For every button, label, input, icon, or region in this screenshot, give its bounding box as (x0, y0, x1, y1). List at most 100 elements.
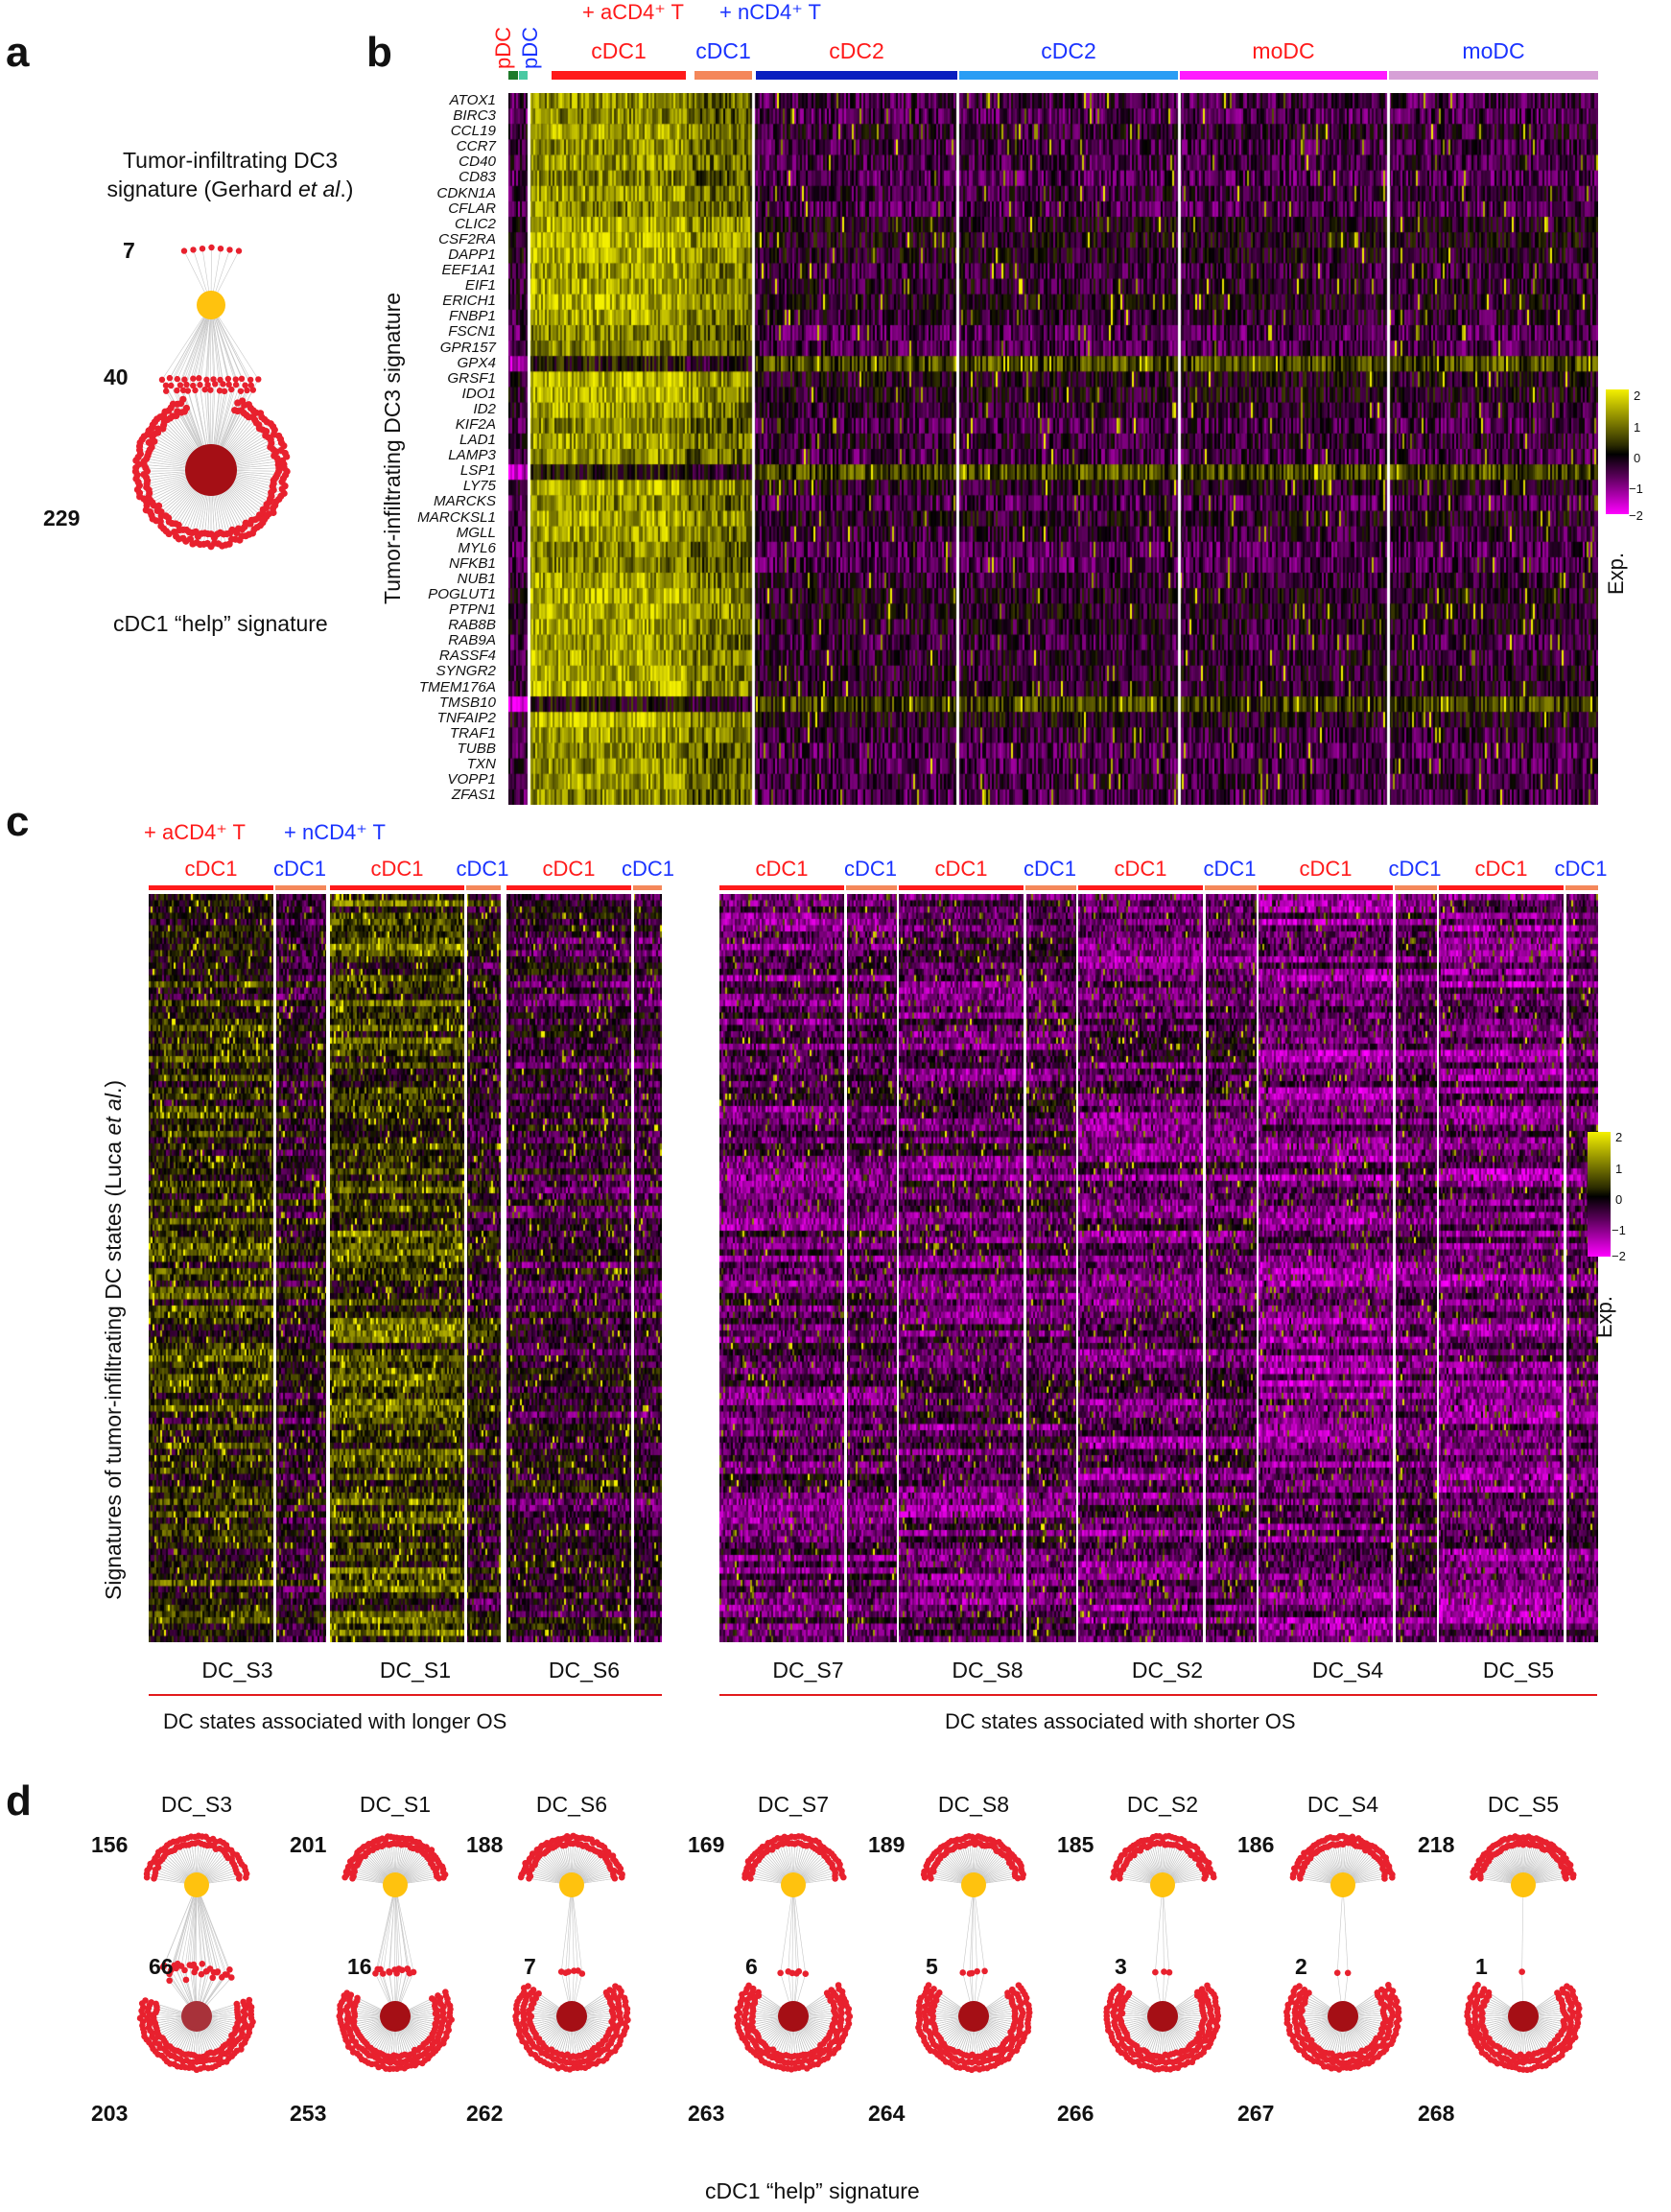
network-node (578, 1970, 586, 1977)
gene-label: FSCN1 (448, 323, 496, 341)
panel-c-state-label: DC_S2 (1131, 1658, 1204, 1683)
dc-signature-hub (559, 1872, 584, 1897)
panel-c-colorbar-tick: 0 (1615, 1192, 1623, 1207)
panel-b-cluster-bar (1180, 71, 1387, 80)
network-node (1116, 1983, 1122, 1989)
network-node (154, 425, 162, 433)
panel-c-y-axis-label: Signatures of tumor-infiltrating DC stat… (101, 1079, 126, 1600)
panel-c-state-label: DC_S5 (1482, 1658, 1555, 1683)
network-node (171, 529, 178, 536)
panel-c-ncd4-label: cDC1 (1388, 857, 1442, 881)
network-edge (171, 304, 212, 387)
network-node (343, 1989, 350, 1996)
panel-c-acd4-label: cDC1 (1114, 857, 1167, 881)
network-node (802, 1970, 810, 1977)
panel-c-colorbar (1588, 1132, 1611, 1257)
gene-label: TXN (466, 756, 496, 773)
network-node (247, 382, 254, 388)
network-node (142, 1997, 149, 2004)
panel-c-acd4-bar (506, 885, 631, 890)
network-node (145, 438, 153, 446)
heatmap-separator (1203, 894, 1206, 1642)
gene-label: BIRC3 (453, 107, 496, 125)
panel-c-acd4-label: cDC1 (755, 857, 809, 881)
network-node (184, 388, 192, 394)
network-node (181, 1966, 188, 1974)
panel-b-cluster-label: cDC1 (591, 38, 647, 63)
panel-d-count-bottom: 263 (688, 2101, 725, 2126)
gene-label: CD40 (459, 153, 496, 171)
network-node (212, 381, 219, 388)
help-signature-hub (958, 2001, 989, 2032)
network-edge (377, 1884, 396, 1970)
network-node (201, 386, 208, 393)
panel-d-count-bottom: 253 (290, 2101, 327, 2126)
network-node (190, 382, 197, 389)
network-node (354, 1994, 361, 2002)
network-node (179, 387, 187, 394)
network-node (168, 382, 175, 389)
panel-c-ncd4-label: cDC1 (1554, 857, 1608, 881)
network-node (216, 388, 224, 394)
heatmap-separator (464, 894, 467, 1642)
panel-c-ncd4-bar (466, 885, 501, 890)
panel-a-title-line2: signature (Gerhard et al.) (106, 176, 354, 201)
network-node (166, 374, 174, 382)
network-node (1344, 1969, 1352, 1977)
network-node (535, 1989, 542, 1997)
network-node (930, 1986, 937, 1992)
network-node (1019, 1874, 1026, 1881)
dc-signature-hub (781, 1872, 806, 1897)
network-node (203, 376, 210, 384)
panel-c-state-label: DC_S4 (1311, 1658, 1384, 1683)
network-node (224, 1971, 230, 1978)
network-node (832, 1875, 838, 1882)
panel-d-count-top: 185 (1057, 1832, 1094, 1857)
panel-c-colorbar-tick: −2 (1612, 1249, 1626, 1263)
network-edge (792, 1884, 800, 1972)
network-node (228, 386, 235, 393)
gene-label: MGLL (456, 524, 496, 541)
panel-c-acd4-bar (330, 885, 464, 890)
panel-c-heatmap (1259, 894, 1437, 1642)
panel-d-network (336, 1833, 455, 2073)
network-node (839, 1873, 847, 1881)
gene-label: RASSF4 (438, 647, 496, 665)
network-node (207, 387, 214, 393)
network-edge (210, 304, 254, 390)
heatmap-separator (844, 894, 847, 1642)
gene-label: ATOX1 (449, 92, 496, 108)
network-edge (177, 1884, 198, 1965)
network-node (244, 387, 250, 394)
panel-b-colorbar-tick: −1 (1629, 482, 1643, 496)
gene-label: TRAF1 (449, 724, 496, 741)
gene-label: PTPN1 (449, 601, 496, 619)
network-node (160, 1962, 168, 1969)
network-node (1161, 1968, 1167, 1975)
panel-c-ncd4-bar (275, 885, 326, 890)
panel-d-count-mid: 2 (1295, 1954, 1307, 1979)
network-edge (196, 1884, 219, 1972)
network-edge (210, 304, 232, 390)
panel-d-state-label: DC_S8 (937, 1792, 1010, 1817)
gene-label: CFLAR (448, 200, 496, 217)
heatmap-separator (273, 894, 276, 1642)
panel-d-count-top: 189 (868, 1832, 906, 1857)
network-edge (161, 304, 212, 380)
network-node (177, 382, 184, 388)
panel-d-network (512, 1832, 631, 2073)
panel-c-acd4-label: cDC1 (1299, 857, 1353, 881)
panel-c-ncd4-bar (1395, 885, 1437, 890)
network-edge (394, 1884, 397, 1974)
help-signature-hub (1328, 2001, 1358, 2032)
network-node (440, 1874, 447, 1881)
panel-c-legend-ncd4: + nCD4⁺ T (284, 820, 386, 844)
gene-label: CCL19 (450, 123, 496, 140)
network-edge (394, 1884, 400, 1969)
network-edge (189, 1884, 198, 1965)
network-edge (560, 1884, 573, 1972)
network-edge (196, 1884, 227, 1975)
network-node (192, 1965, 200, 1972)
panel-c-ncd4-bar (633, 885, 662, 890)
panel-b-colorbar-tick: −2 (1629, 508, 1643, 523)
